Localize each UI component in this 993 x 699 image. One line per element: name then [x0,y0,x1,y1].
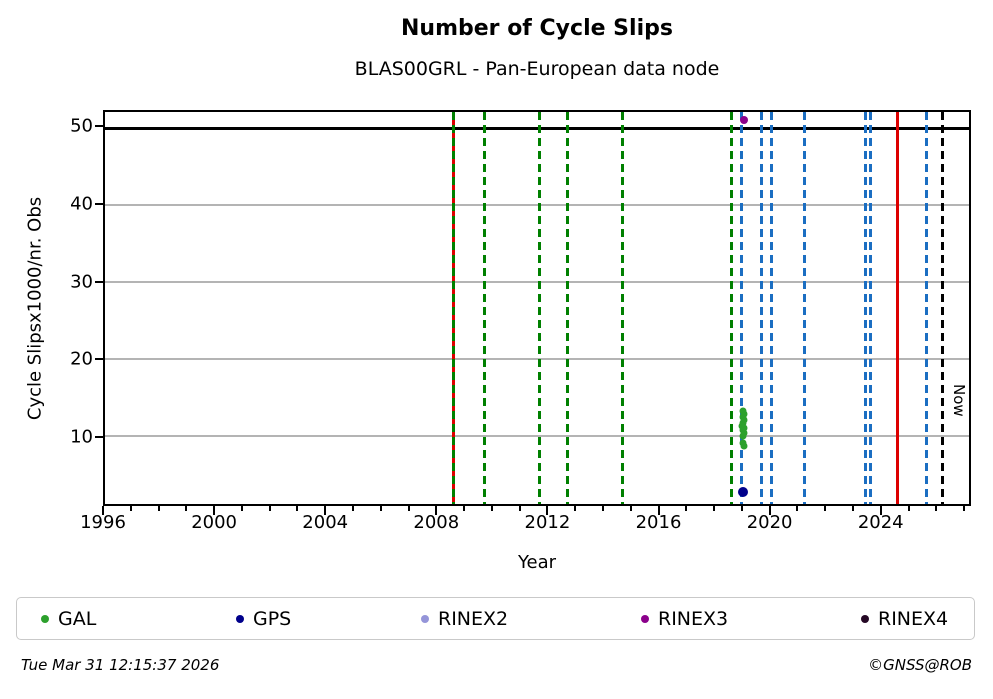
x-tickmark-minor-2017 [685,506,688,511]
x-tickmark-minor-2022 [824,506,827,511]
legend-label-gps: GPS [253,607,292,630]
y-tick-30: 30 [70,271,93,293]
y-tickmark-20 [95,358,103,361]
gridline-y10 [105,434,969,437]
x-tickmark-minor-2015 [629,506,632,511]
plot-timestamp: Tue Mar 31 12:15:37 2026 [21,656,220,674]
event-line-10 [802,112,806,504]
now-annotation: Now [950,384,968,417]
legend-marker-rinex4-icon [861,614,869,623]
max-line-50 [105,126,969,130]
legend-marker-gps-icon [236,614,244,623]
x-tickmark-major-2020 [768,506,771,515]
x-tickmark-major-2008 [435,506,438,515]
gridline-y20 [105,357,969,360]
chart-title: Number of Cycle Slips [401,16,673,41]
x-tickmark-minor-2014 [601,506,604,511]
y-tick-40: 40 [70,193,93,215]
x-tickmark-major-2016 [657,506,660,515]
chart-subtitle: BLAS00GRL - Pan-European data node [354,58,720,80]
x-tickmark-minor-2011 [518,506,521,511]
event-line-6 [730,112,733,504]
x-tickmark-major-2024 [879,506,882,515]
event-line-now [941,112,945,504]
event-line-5 [621,112,625,504]
x-tick-2012: 2012 [524,512,571,533]
x-axis-label: Year [517,552,557,573]
data-point-gps [738,487,749,498]
event-line-13 [895,112,899,504]
legend-label-rinex4: RINEX4 [878,607,949,630]
x-tickmark-minor-2001 [240,506,243,511]
copyright-credit: ©GNSS@ROB [868,656,972,674]
x-tick-2016: 2016 [635,512,682,533]
data-point-gal [740,442,748,450]
x-tickmark-minor-2007 [407,506,410,511]
x-tickmark-minor-2023 [851,506,854,511]
legend-label-gal: GAL [58,607,97,630]
x-tick-1996: 1996 [80,512,126,533]
y-tickmark-50 [95,125,103,128]
y-tick-10: 10 [70,426,93,448]
x-tickmark-major-1996 [102,506,104,515]
event-line-2 [482,112,486,504]
legend-item-gps: GPS [236,598,291,639]
event-line-4 [566,112,570,504]
event-line-8 [760,112,764,504]
legend-marker-rinex2-icon [421,614,429,623]
x-tickmark-minor-1999 [185,506,188,511]
legend-item-rinex4: RINEX4 [861,598,948,639]
legend-label-rinex2: RINEX2 [438,607,509,630]
x-tickmark-minor-2010 [490,506,493,511]
event-line-1 [451,112,455,504]
data-point-gal [739,432,747,440]
y-tickmark-40 [95,202,103,205]
y-axis-label: Cycle Slipsx1000/nr. Obs [24,196,46,421]
x-tickmark-major-2000 [213,506,216,515]
x-tickmark-minor-1997 [129,506,132,511]
legend-label-rinex3: RINEX3 [658,607,729,630]
legend-marker-gal-icon [41,614,49,623]
x-tickmark-minor-2025 [907,506,910,511]
y-tick-20: 20 [70,348,93,370]
x-tickmark-minor-2009 [463,506,466,511]
gridline-y30 [105,280,969,283]
legend-item-gal: GAL [41,598,96,639]
x-tickmark-major-2004 [324,506,327,515]
event-line-7 [739,112,743,504]
event-line-3 [538,112,542,504]
x-tickmark-minor-2018 [713,506,716,511]
x-tickmark-minor-2003 [296,506,299,511]
event-line-9 [770,112,774,504]
x-tick-2004: 2004 [302,512,349,533]
x-tickmark-minor-2013 [574,506,577,511]
legend-marker-rinex3-icon [641,614,649,623]
data-point-rinex3 [739,116,748,125]
y-tickmark-10 [95,435,103,438]
x-tickmark-major-2012 [546,506,549,515]
event-line-14 [925,112,929,504]
y-tick-50: 50 [70,115,93,137]
legend-item-rinex3: RINEX3 [641,598,728,639]
legend-box: GAL GPS RINEX2 RINEX3 RINEX4 [16,597,975,640]
x-tickmark-minor-2027 [963,506,966,511]
plot-area: Now [103,110,971,506]
x-tick-2020: 2020 [746,512,793,533]
x-tickmark-minor-2026 [935,506,938,511]
x-tickmark-minor-2005 [351,506,354,511]
y-tickmark-30 [95,280,103,283]
x-tick-2008: 2008 [413,512,460,533]
event-line-12 [868,112,872,504]
legend-item-rinex2: RINEX2 [421,598,508,639]
x-tickmark-minor-2019 [740,506,743,511]
x-tick-2000: 2000 [191,512,237,533]
x-tick-2024: 2024 [857,512,904,533]
x-tickmark-minor-2021 [796,506,799,511]
gridline-y40 [105,204,969,206]
x-tickmark-minor-1998 [157,506,160,511]
event-line-11 [864,112,868,504]
x-tickmark-minor-2002 [268,506,271,511]
x-tickmark-minor-2006 [379,506,382,511]
